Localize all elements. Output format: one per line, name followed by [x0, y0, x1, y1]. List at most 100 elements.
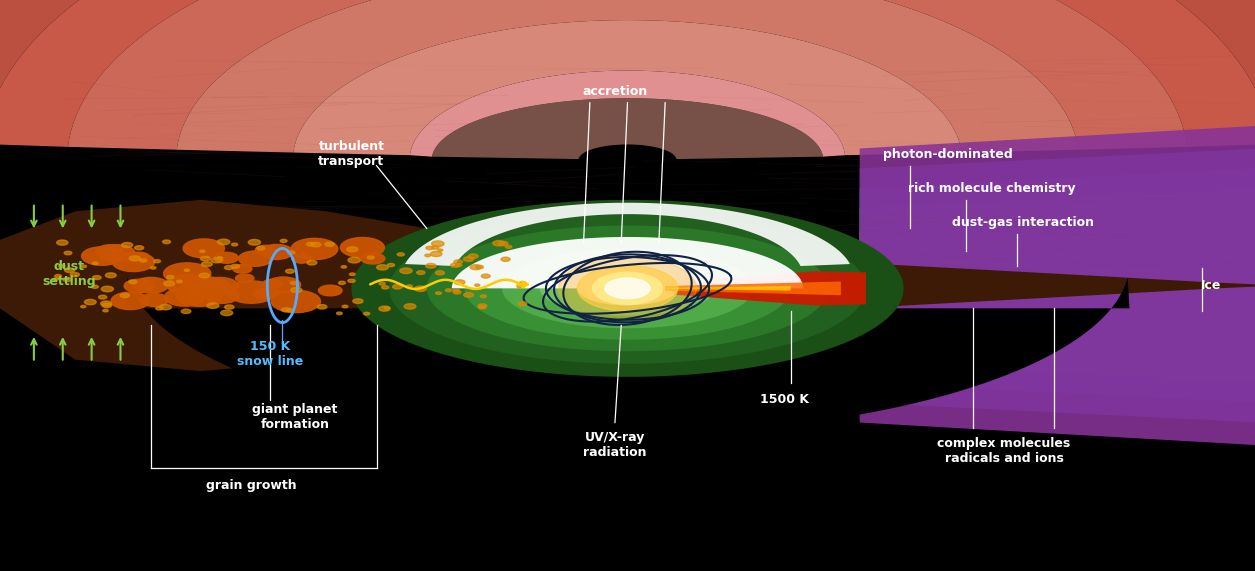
Polygon shape [703, 258, 1255, 313]
Circle shape [227, 281, 276, 303]
Circle shape [280, 239, 287, 243]
Circle shape [482, 274, 491, 278]
Circle shape [225, 266, 233, 270]
Circle shape [105, 273, 117, 278]
Circle shape [129, 280, 137, 284]
Circle shape [64, 251, 72, 255]
Circle shape [82, 247, 122, 266]
Circle shape [260, 244, 292, 259]
Circle shape [120, 293, 129, 297]
Polygon shape [860, 275, 1255, 296]
Circle shape [364, 312, 370, 315]
Circle shape [177, 286, 222, 307]
Circle shape [384, 307, 390, 309]
Circle shape [100, 301, 112, 306]
Circle shape [340, 238, 384, 258]
Circle shape [432, 241, 444, 247]
Circle shape [102, 303, 112, 308]
Circle shape [201, 256, 211, 261]
Circle shape [400, 268, 412, 274]
Circle shape [471, 265, 481, 270]
Circle shape [151, 267, 156, 269]
Circle shape [93, 276, 102, 280]
Circle shape [181, 309, 191, 313]
Circle shape [217, 256, 222, 259]
Polygon shape [860, 231, 1255, 340]
Polygon shape [427, 226, 828, 351]
Circle shape [346, 247, 358, 252]
Polygon shape [452, 237, 803, 305]
Polygon shape [860, 208, 1255, 363]
Text: 150 K
snow line: 150 K snow line [237, 340, 302, 368]
Circle shape [141, 293, 168, 307]
Circle shape [605, 278, 650, 299]
Polygon shape [860, 168, 1255, 403]
Polygon shape [540, 261, 715, 316]
Text: dust-gas interaction: dust-gas interaction [951, 216, 1094, 229]
Circle shape [481, 295, 487, 297]
Circle shape [238, 251, 272, 266]
Circle shape [55, 275, 61, 278]
Circle shape [476, 266, 483, 269]
Circle shape [84, 299, 97, 305]
Text: 1500 K: 1500 K [759, 393, 809, 406]
Circle shape [478, 305, 486, 309]
Circle shape [430, 251, 442, 256]
Circle shape [184, 269, 190, 271]
Circle shape [98, 245, 136, 262]
Circle shape [425, 246, 433, 250]
Circle shape [414, 286, 427, 291]
Circle shape [453, 289, 459, 292]
Circle shape [186, 277, 230, 297]
Polygon shape [0, 0, 1255, 144]
Circle shape [257, 247, 265, 250]
Circle shape [92, 285, 98, 288]
Circle shape [181, 279, 217, 295]
Polygon shape [665, 271, 866, 305]
Circle shape [183, 239, 225, 258]
Circle shape [404, 304, 415, 309]
Circle shape [379, 306, 390, 311]
Text: turbulent
transport: turbulent transport [319, 140, 384, 168]
Circle shape [129, 256, 141, 261]
Polygon shape [665, 282, 841, 295]
Polygon shape [126, 278, 1130, 434]
Text: rich molecule chemistry: rich molecule chemistry [907, 182, 1076, 195]
Text: Ice: Ice [1201, 279, 1221, 292]
Circle shape [211, 258, 222, 263]
Polygon shape [389, 213, 866, 364]
Circle shape [163, 263, 211, 284]
Circle shape [517, 284, 525, 288]
Polygon shape [860, 188, 1255, 383]
Circle shape [163, 281, 174, 286]
Circle shape [368, 256, 374, 259]
Circle shape [498, 242, 508, 246]
Circle shape [388, 263, 394, 267]
Circle shape [348, 258, 360, 263]
Circle shape [221, 310, 232, 316]
Circle shape [166, 275, 207, 293]
Circle shape [291, 288, 302, 292]
Circle shape [80, 305, 85, 308]
Polygon shape [860, 254, 1255, 317]
Circle shape [64, 268, 75, 272]
Circle shape [134, 246, 144, 250]
Circle shape [225, 305, 233, 309]
Circle shape [63, 278, 72, 282]
Circle shape [112, 252, 154, 272]
Circle shape [349, 273, 355, 276]
Circle shape [281, 308, 291, 312]
Circle shape [291, 238, 338, 260]
Circle shape [379, 282, 385, 285]
Circle shape [558, 257, 697, 320]
Circle shape [154, 260, 161, 263]
Circle shape [577, 266, 678, 311]
Circle shape [393, 284, 403, 289]
Polygon shape [860, 126, 1255, 445]
Circle shape [286, 308, 294, 312]
Circle shape [287, 251, 295, 255]
Circle shape [325, 242, 334, 246]
Text: giant planet
formation: giant planet formation [252, 403, 338, 431]
Polygon shape [432, 98, 823, 159]
Circle shape [215, 252, 238, 263]
